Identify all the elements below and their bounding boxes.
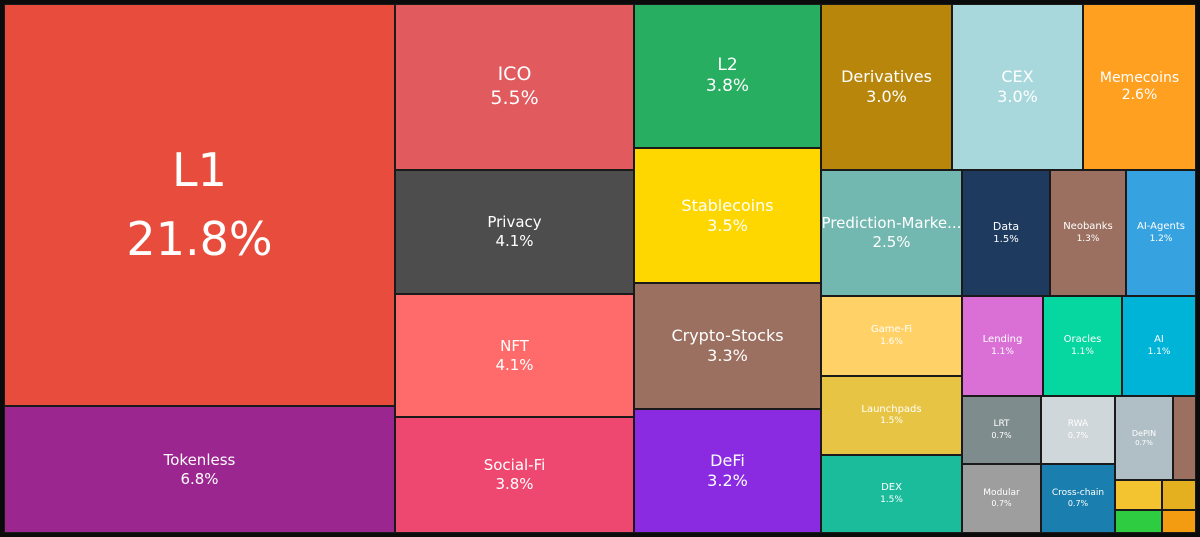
tile-name: Stablecoins [681, 195, 774, 215]
tile-nft[interactable]: NFT 4.1% [395, 294, 634, 417]
tile-name: Game-Fi [870, 324, 913, 336]
tile-value-label: 1.2% [1149, 233, 1173, 244]
tile-value-label: 1.5% [993, 233, 1019, 245]
tile-value-label: 1.1% [1071, 346, 1094, 357]
tile-value-label: 3.5% [707, 215, 748, 235]
tile-data[interactable]: Data 1.5% [962, 170, 1050, 296]
tile-lrt[interactable]: LRT 0.7% [962, 396, 1041, 464]
tile-ai-agents[interactable]: AI-Agents 1.2% [1126, 170, 1196, 296]
tile-name: Social-Fi [483, 456, 546, 475]
tile-defi[interactable]: DeFi 3.2% [634, 409, 821, 533]
tile-value-label: 3.2% [707, 471, 748, 490]
tile-name: L1 [172, 142, 227, 197]
tile-name: Cross-chain [1051, 487, 1105, 498]
tile-prediction-marke[interactable]: Prediction-Marke... 2.5% [821, 170, 962, 296]
tile-minor-30[interactable] [1162, 480, 1196, 510]
tile-value-label: 0.7% [991, 430, 1012, 440]
tile-name: Modular [983, 487, 1020, 498]
tile-name: Tokenless [163, 450, 236, 469]
tile-name: Lending [982, 334, 1023, 346]
tile-depin[interactable]: DePIN 0.7% [1115, 396, 1173, 480]
tile-value-label: 0.7% [1067, 430, 1089, 440]
tile-value-label: 4.1% [495, 232, 534, 250]
tile-modular[interactable]: Modular 0.7% [962, 464, 1041, 533]
tile-stablecoins[interactable]: Stablecoins 3.5% [634, 148, 821, 283]
tile-dex[interactable]: DEX 1.5% [821, 455, 962, 533]
tile-oracles[interactable]: Oracles 1.1% [1043, 296, 1122, 396]
tile-value-label: 3.0% [866, 87, 907, 106]
tile-value-label: 21.8% [126, 212, 273, 266]
tile-rwa[interactable]: RWA 0.7% [1041, 396, 1115, 464]
tile-name: DePIN [1131, 428, 1157, 438]
tile-name: DeFi [710, 451, 745, 470]
tile-social-fi[interactable]: Social-Fi 3.8% [395, 417, 634, 533]
tile-name: ICO [497, 63, 532, 86]
tile-name: L2 [717, 54, 738, 75]
tile-value-label: 1.1% [991, 346, 1014, 357]
tile-privacy[interactable]: Privacy 4.1% [395, 170, 634, 294]
tile-value-label: 6.8% [180, 469, 219, 488]
tile-name: Launchpads [861, 403, 922, 415]
tile-game-fi[interactable]: Game-Fi 1.6% [821, 296, 962, 376]
tile-name: Prediction-Marke... [821, 214, 962, 233]
tile-value-label: 1.6% [880, 336, 903, 347]
tile-value-label: 3.8% [705, 76, 750, 96]
tile-minor-29[interactable] [1115, 480, 1162, 510]
tile-name: Data [992, 219, 1020, 233]
tile-name: AI-Agents [1137, 221, 1185, 233]
tile-name: LRT [993, 419, 1010, 430]
tile-neobanks[interactable]: Neobanks 1.3% [1050, 170, 1126, 296]
tile-value-label: 0.7% [1135, 438, 1153, 447]
tile-memecoins[interactable]: Memecoins 2.6% [1083, 4, 1196, 170]
tile-name: Derivatives [841, 67, 932, 86]
tile-cex[interactable]: CEX 3.0% [952, 4, 1083, 170]
tile-derivatives[interactable]: Derivatives 3.0% [821, 4, 952, 170]
tile-name: Privacy [487, 213, 542, 232]
tile-name: Neobanks [1063, 221, 1113, 233]
tile-value-label: 3.3% [707, 346, 748, 365]
tile-launchpads[interactable]: Launchpads 1.5% [821, 376, 962, 455]
tile-ico[interactable]: ICO 5.5% [395, 4, 634, 170]
tile-value-label: 2.5% [872, 233, 911, 251]
tile-l2[interactable]: L2 3.8% [634, 4, 821, 148]
tile-value-label: 3.0% [997, 87, 1038, 106]
tile-value-label: 0.7% [991, 499, 1012, 509]
tile-name: Crypto-Stocks [671, 326, 784, 345]
tile-name: Oracles [1063, 334, 1102, 346]
tile-tokenless[interactable]: Tokenless 6.8% [4, 406, 395, 533]
tile-name: NFT [500, 336, 529, 355]
tile-crypto-stocks[interactable]: Crypto-Stocks 3.3% [634, 283, 821, 409]
tile-lending[interactable]: Lending 1.1% [962, 296, 1043, 396]
tile-name: AI [1154, 334, 1164, 346]
tile-value-label: 2.6% [1121, 87, 1158, 103]
tile-value-label: 1.5% [880, 416, 903, 427]
tile-value-label: 0.7% [1067, 499, 1089, 509]
tile-name: CEX [1001, 67, 1034, 86]
tile-value-label: 3.8% [495, 475, 534, 493]
tile-value-label: 5.5% [490, 87, 539, 109]
tile-ai[interactable]: AI 1.1% [1122, 296, 1196, 396]
tile-value-label: 1.5% [880, 494, 903, 505]
tile-cross-chain[interactable]: Cross-chain 0.7% [1041, 464, 1115, 533]
tile-value-label: 1.1% [1147, 346, 1171, 357]
tile-value-label: 4.1% [495, 355, 534, 374]
tile-name: Memecoins [1099, 69, 1180, 86]
tile-l1[interactable]: L1 21.8% [4, 4, 395, 406]
tile-name: RWA [1067, 419, 1089, 430]
tile-value-label: 1.3% [1076, 233, 1100, 244]
tile-minor-32[interactable] [1162, 510, 1196, 533]
tile-minor-28[interactable] [1173, 396, 1196, 480]
tile-name: DEX [881, 482, 902, 494]
tile-minor-31[interactable] [1115, 510, 1162, 533]
